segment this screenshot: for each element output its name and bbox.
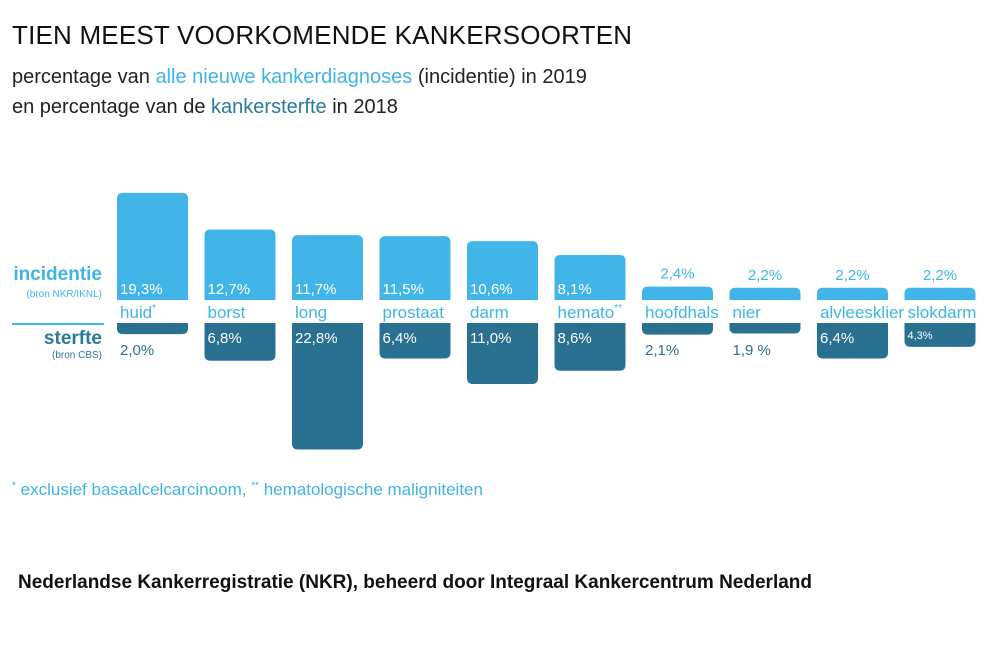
mortality-label-borst: 6,8% — [208, 330, 242, 347]
incidence-label-slokdarm: 2,2% — [923, 267, 957, 284]
subtitle-1-post: (incidentie) in 2019 — [412, 66, 587, 88]
incidence-bar-borst — [204, 229, 276, 312]
subtitle-2-post: in 2018 — [326, 96, 398, 118]
subtitle-1-pre: percentage van — [12, 66, 156, 88]
mortality-label-hemato: 8,6% — [558, 330, 592, 347]
mortality-label-alvleesklier: 6,4% — [820, 330, 854, 347]
category-band — [115, 300, 990, 323]
category-label-huid: huid* — [120, 303, 156, 322]
incidence-label-darm: 10,6% — [470, 281, 513, 298]
category-superscript-huid: * — [152, 303, 156, 314]
category-label-alvleesklier: alvleesklier — [820, 303, 904, 322]
category-label-prostaat: prostaat — [383, 303, 445, 322]
row-label-mortality: sterfte — [43, 328, 102, 349]
category-label-nier: nier — [733, 303, 762, 322]
mortality-bar-hemato — [554, 311, 626, 371]
chart-title: TIEN MEEST VOORKOMENDE KANKERSOORTEN — [12, 20, 633, 50]
mortality-label-hoofdhals: 2,1% — [645, 342, 679, 359]
subtitle-1-highlight: alle nieuwe kankerdiagnoses — [155, 66, 413, 88]
incidence-bar-long — [292, 235, 363, 312]
subtitle-2-pre: en percentage van de — [12, 96, 212, 118]
category-label-borst: borst — [208, 303, 246, 322]
mortality-label-huid: 2,0% — [120, 342, 154, 359]
category-label-long: long — [295, 303, 327, 322]
footnote-mark-2: ** — [251, 480, 259, 492]
subtitle-line-2: en percentage van de kankersterfte in 20… — [12, 96, 398, 119]
mortality-label-slokdarm: 4,3% — [908, 330, 933, 342]
incidence-bar-darm — [467, 241, 538, 312]
incidence-label-hemato: 8,1% — [558, 281, 592, 298]
footnote-text-1: exclusief basaalcelcarcinoom, — [15, 480, 252, 499]
incidence-label-huid: 19,3% — [120, 281, 163, 298]
incidence-bar-huid — [117, 192, 188, 312]
category-superscript-hemato: ** — [614, 303, 622, 314]
mortality-label-darm: 11,0% — [470, 330, 511, 347]
mortality-label-nier: 1,9 % — [733, 342, 771, 359]
row-label-incidence-source: (bron NKR/IKNL) — [26, 289, 102, 300]
category-label-hoofdhals: hoofdhals — [645, 303, 719, 322]
incidence-bar-prostaat — [379, 236, 451, 312]
subtitle-line-1: percentage van alle nieuwe kankerdiagnos… — [12, 66, 587, 89]
footnote-mark-1: * — [12, 480, 16, 492]
incidence-label-hoofdhals: 2,4% — [660, 266, 694, 283]
incidence-label-prostaat: 11,5% — [383, 281, 424, 298]
footnote: * exclusief basaalcelcarcinoom, ** hemat… — [12, 480, 483, 500]
mortality-bar-darm — [467, 311, 538, 385]
category-label-hemato: hemato** — [558, 303, 623, 322]
mortality-bar-long — [292, 311, 363, 450]
row-label-mortality-source: (bron CBS) — [51, 350, 102, 361]
row-separator — [12, 323, 104, 325]
incidence-label-alvleesklier: 2,2% — [835, 267, 869, 284]
category-label-darm: darm — [470, 303, 509, 322]
source-credit: Nederlandse Kankerregistratie (NKR), beh… — [18, 572, 813, 593]
incidence-label-nier: 2,2% — [748, 267, 782, 284]
row-label-incidence: incidentie — [13, 264, 102, 285]
incidence-bar-hemato — [554, 255, 626, 312]
mortality-label-prostaat: 6,4% — [383, 330, 417, 347]
incidence-label-borst: 12,7% — [208, 281, 251, 298]
subtitle-2-highlight: kankersterfte — [211, 96, 327, 118]
mortality-bar-borst — [204, 311, 276, 361]
incidence-label-long: 11,7% — [295, 281, 336, 298]
category-label-slokdarm: slokdarm — [908, 303, 977, 322]
mortality-label-long: 22,8% — [295, 330, 338, 347]
footnote-text-2: hematologische maligniteiten — [258, 480, 483, 499]
